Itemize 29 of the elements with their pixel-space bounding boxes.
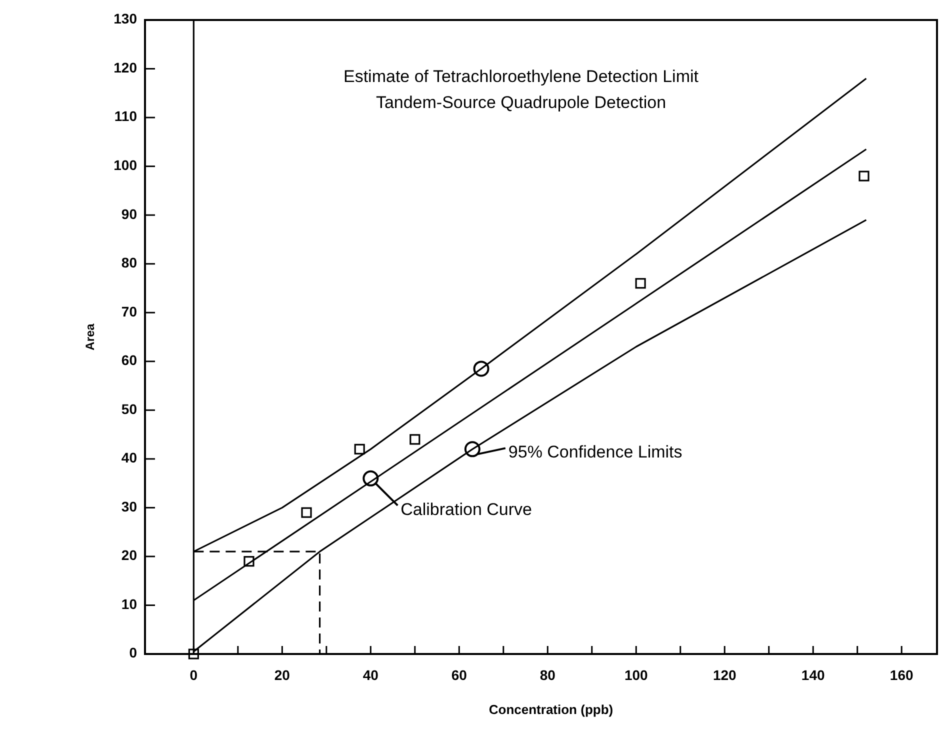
text: Estimate of Tetrachloroethylene Detection Limit <box>344 67 699 86</box>
y-tick-label: 20 <box>121 547 138 564</box>
y-tick-label: 110 <box>114 108 138 124</box>
y-tick-label: 90 <box>121 206 138 222</box>
x-tick-label: 80 <box>540 667 556 683</box>
x-tick-label: 60 <box>451 667 468 683</box>
y-tick-label: 10 <box>121 596 138 612</box>
text: Tandem-Source Quadrupole Detection <box>376 93 666 112</box>
y-tick-label: 130 <box>114 10 138 27</box>
x-axis-title: Concentration (ppb) <box>488 702 614 717</box>
y-tick-label: 0 <box>129 644 138 661</box>
y-tick-label: 30 <box>121 498 138 514</box>
x-tick-label: 40 <box>362 667 379 683</box>
x-tick-label: 20 <box>274 667 290 683</box>
y-tick-label: 70 <box>121 303 138 320</box>
x-tick-label: 120 <box>712 667 737 683</box>
annotation: 95% Confidence Limits <box>508 442 682 462</box>
annotation: Calibration Curve <box>400 500 532 519</box>
y-axis-title: Area <box>83 323 97 350</box>
y-tick-label: 60 <box>121 352 138 368</box>
x-tick-label: 160 <box>890 667 914 683</box>
y-tick-label: 100 <box>114 157 138 174</box>
y-tick-label: 50 <box>121 400 138 417</box>
y-tick-label: 120 <box>114 59 138 76</box>
x-tick-label: 100 <box>624 667 648 683</box>
y-tick-label: 40 <box>121 450 138 466</box>
x-tick-label: 0 <box>190 667 198 683</box>
x-tick-label: 140 <box>801 667 826 683</box>
y-tick-label: 80 <box>121 254 138 271</box>
